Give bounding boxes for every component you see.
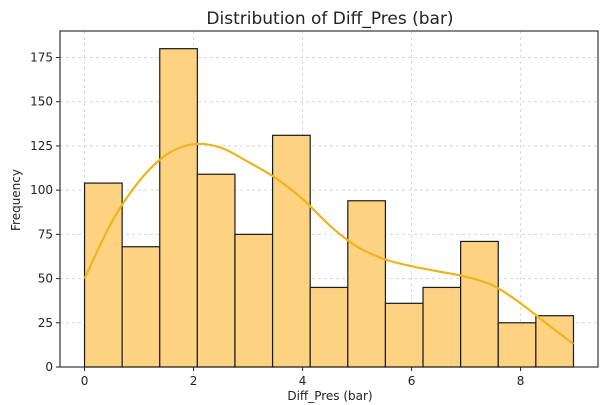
y-tick-label-4: 100: [30, 183, 53, 197]
bar-7: [347, 200, 387, 368]
bar-6: [309, 286, 349, 368]
x-axis-label: Diff_Pres (bar): [287, 389, 372, 403]
bar-12: [535, 315, 575, 368]
y-tick-label-2: 50: [38, 272, 53, 286]
bar-5: [271, 134, 311, 368]
bar-9: [422, 286, 462, 368]
bar-4: [234, 233, 274, 368]
y-tick-label-6: 150: [30, 95, 53, 109]
x-tick-label-4: 8: [517, 374, 525, 388]
tick-labels: 0 2 4 6 8 0 25 50 75 100 125 150 175: [30, 51, 524, 388]
kde-curve: [83, 142, 575, 345]
bar-10: [460, 240, 499, 368]
y-tick-label-5: 125: [30, 139, 53, 153]
y-tick-label-1: 25: [38, 316, 53, 330]
bar-11: [497, 322, 537, 368]
axes: [56, 30, 599, 371]
y-tick-label-3: 75: [38, 227, 53, 241]
bar-1: [121, 246, 161, 368]
x-tick-label-3: 6: [408, 374, 416, 388]
bar-3: [196, 173, 236, 368]
plot-frame: [59, 30, 599, 368]
x-tick-label-2: 4: [299, 374, 307, 388]
chart-title: Distribution of Diff_Pres (bar): [206, 9, 453, 29]
bar-2: [159, 48, 198, 368]
histogram-bars: [83, 48, 575, 368]
y-tick-label-7: 175: [30, 51, 53, 65]
x-tick-label-1: 2: [190, 374, 198, 388]
x-tick-label-0: 0: [81, 374, 89, 388]
y-tick-label-0: 0: [45, 360, 53, 374]
bar-8: [384, 302, 424, 368]
y-axis-label: Frequency: [9, 169, 23, 231]
bar-0: [83, 182, 123, 368]
